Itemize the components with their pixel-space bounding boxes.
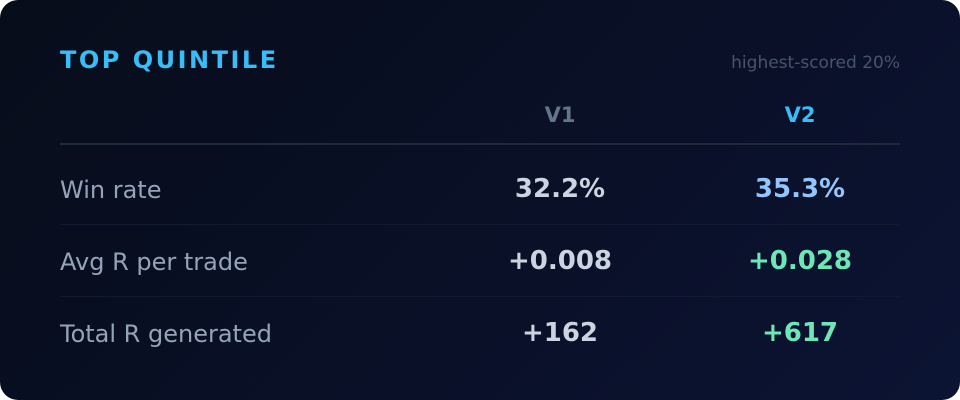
v2-value: +617 <box>761 318 839 348</box>
column-header: V1 <box>544 103 576 127</box>
subtitle: highest-scored 20% <box>731 53 900 73</box>
v1-value: 32.2% <box>514 174 606 204</box>
title: TOP QUINTILE <box>60 46 279 74</box>
row-separator <box>60 224 900 225</box>
row-label: Avg R per trade <box>60 248 248 276</box>
v1-value: +162 <box>521 318 599 348</box>
row-label: Total R generated <box>60 320 272 348</box>
row-separator <box>60 296 900 297</box>
v2-value: 35.3% <box>754 174 846 204</box>
row-label: Win rate <box>60 176 162 204</box>
v2-value: +0.028 <box>747 246 853 276</box>
header-rule <box>60 143 900 145</box>
v1-value: +0.008 <box>507 246 613 276</box>
column-header: V2 <box>784 103 816 127</box>
